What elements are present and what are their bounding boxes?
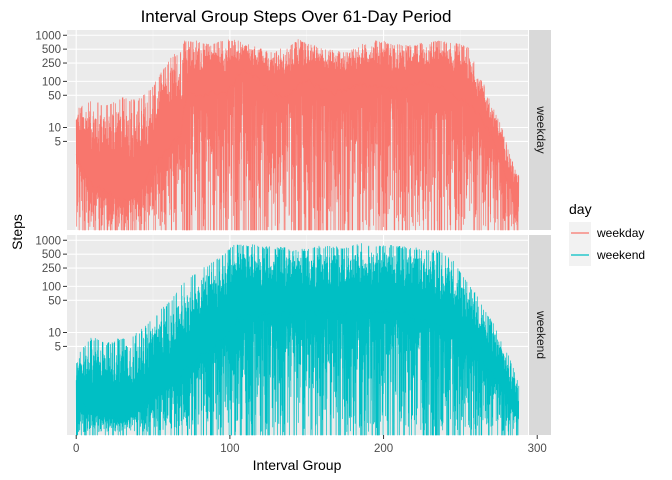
y-axis-label: Steps <box>9 214 25 250</box>
panel-weekend: 510 50 100 250 500 1000 weekend <box>35 235 551 436</box>
facet-strip-weekday <box>529 30 551 230</box>
y-tick-label: 500 <box>42 44 61 56</box>
y-tick-label: 500 <box>42 249 61 261</box>
legend-title: day <box>569 201 592 217</box>
y-tick-label: 1000 <box>35 235 61 247</box>
y-tick-label: 50 <box>48 90 61 102</box>
y-axis-weekday: 510 50 100 250 500 1000 <box>35 30 67 148</box>
series-line-weekend <box>75 243 520 436</box>
legend: day weekday weekend <box>569 201 645 266</box>
y-axis-weekend: 510 50 100 250 500 1000 <box>35 235 67 353</box>
y-tick-label: 5 <box>55 136 61 148</box>
panel-weekday: 510 50 100 250 500 1000 weekday <box>35 30 551 231</box>
x-tick-label: 300 <box>528 443 547 455</box>
y-tick-label: 10 <box>48 328 61 340</box>
series-mean-line-weekday <box>75 68 518 207</box>
x-axis-label: Interval Group <box>253 457 342 473</box>
x-tick-label: 100 <box>220 443 239 455</box>
legend-label-weekend: weekend <box>596 248 645 262</box>
x-tick-label: 0 <box>73 443 79 455</box>
series-line-weekday <box>75 39 520 231</box>
series-mean-line-weekend <box>76 308 518 425</box>
series-weekend <box>75 243 520 436</box>
strip-label-weekend: weekend <box>534 310 548 359</box>
y-tick-label: 100 <box>42 281 61 293</box>
y-tick-label: 50 <box>48 295 61 307</box>
y-tick-label: 100 <box>42 76 61 88</box>
y-tick-label: 5 <box>55 341 61 353</box>
chart-title: Interval Group Steps Over 61-Day Period <box>141 7 452 26</box>
facet-strip-weekend <box>529 235 551 435</box>
strip-label-weekday: weekday <box>534 105 548 153</box>
x-axis: 0 100 200 300 <box>73 435 547 455</box>
x-tick-label: 200 <box>374 443 393 455</box>
y-tick-label: 1000 <box>35 30 61 42</box>
y-tick-label: 250 <box>42 263 61 275</box>
series-weekday <box>75 39 520 231</box>
y-tick-label: 10 <box>48 123 61 135</box>
legend-label-weekday: weekday <box>596 226 644 240</box>
y-tick-label: 250 <box>42 58 61 70</box>
